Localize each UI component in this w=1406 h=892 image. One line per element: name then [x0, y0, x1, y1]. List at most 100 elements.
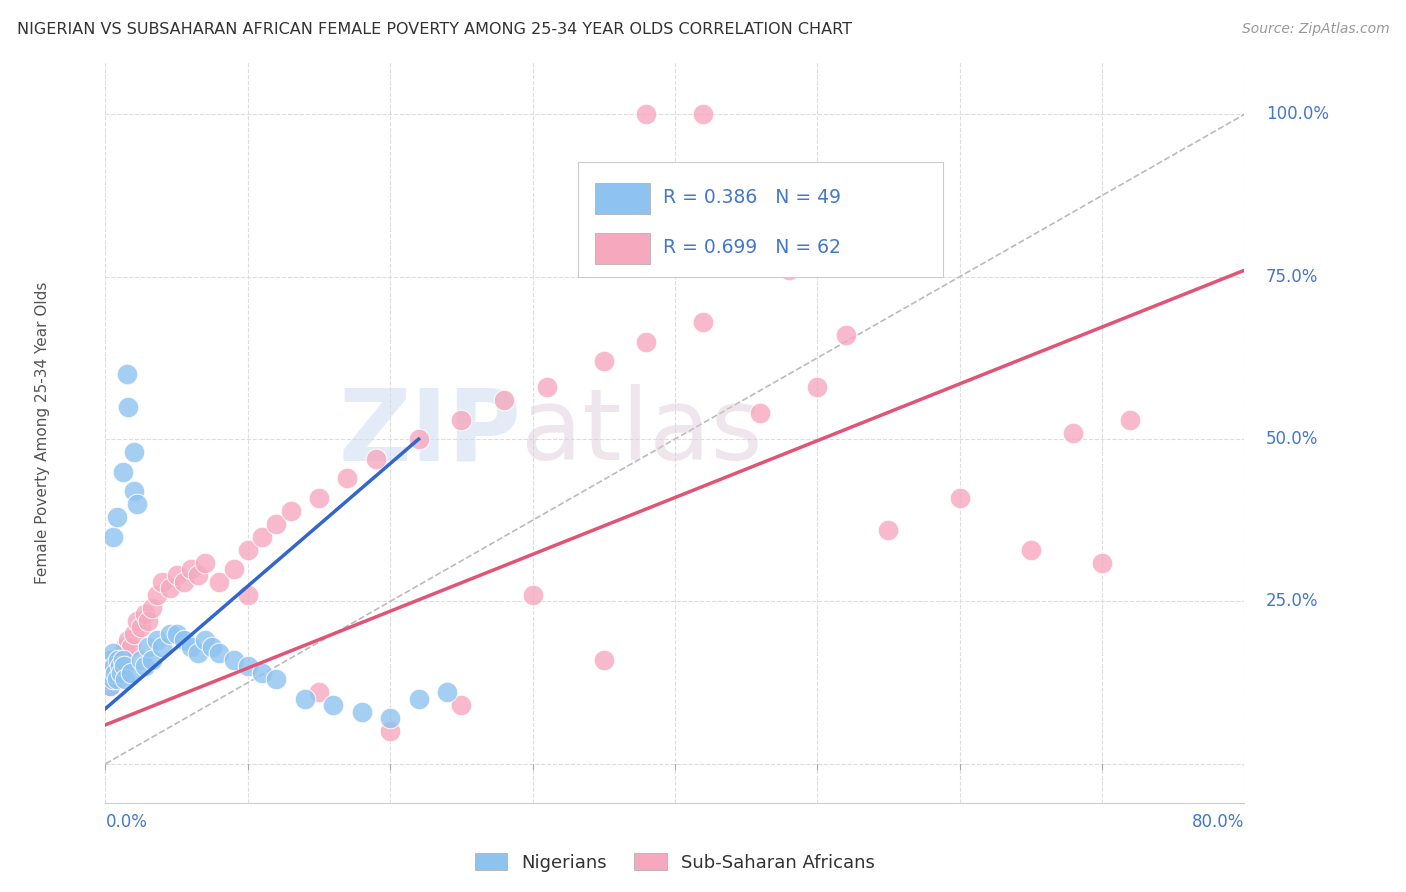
Point — [322, 698, 344, 713]
Text: 75.0%: 75.0% — [1265, 268, 1317, 285]
Point — [166, 568, 188, 582]
Point — [778, 263, 800, 277]
Point — [98, 679, 121, 693]
Point — [105, 510, 128, 524]
Point — [378, 724, 402, 739]
Point — [136, 614, 159, 628]
Point — [97, 659, 120, 673]
Point — [194, 556, 217, 570]
Text: NIGERIAN VS SUBSAHARAN AFRICAN FEMALE POVERTY AMONG 25-34 YEAR OLDS CORRELATION : NIGERIAN VS SUBSAHARAN AFRICAN FEMALE PO… — [17, 22, 852, 37]
Point — [250, 529, 273, 543]
Text: 0.0%: 0.0% — [105, 813, 148, 830]
Point — [408, 692, 430, 706]
Point — [173, 633, 195, 648]
Point — [152, 574, 174, 589]
Point — [98, 679, 121, 693]
Point — [129, 653, 152, 667]
Point — [806, 380, 828, 394]
Text: Female Poverty Among 25-34 Year Olds: Female Poverty Among 25-34 Year Olds — [35, 282, 51, 583]
Text: Source: ZipAtlas.com: Source: ZipAtlas.com — [1241, 22, 1389, 37]
Point — [592, 653, 614, 667]
Point — [125, 614, 148, 628]
Point — [692, 315, 714, 329]
Point — [114, 640, 136, 654]
Point — [103, 653, 125, 667]
Point — [111, 653, 134, 667]
Text: R = 0.386   N = 49: R = 0.386 N = 49 — [664, 188, 842, 208]
Point — [141, 653, 163, 667]
Point — [492, 393, 515, 408]
Point — [115, 367, 138, 381]
Point — [107, 653, 129, 667]
Point — [1119, 412, 1142, 426]
Point — [111, 465, 134, 479]
Point — [122, 484, 145, 499]
Point — [110, 665, 132, 680]
Point — [408, 432, 430, 446]
Point — [105, 659, 128, 673]
FancyBboxPatch shape — [595, 183, 650, 214]
Point — [120, 640, 142, 654]
Point — [159, 627, 181, 641]
Point — [117, 400, 139, 414]
Point — [749, 406, 772, 420]
Point — [104, 673, 127, 687]
Text: 100.0%: 100.0% — [1265, 105, 1329, 123]
Point — [107, 653, 129, 667]
Point — [136, 640, 159, 654]
Point — [835, 328, 858, 343]
Point — [108, 665, 131, 680]
Text: atlas: atlas — [522, 384, 763, 481]
Point — [194, 633, 217, 648]
Point — [180, 562, 202, 576]
Point — [450, 698, 472, 713]
Point — [101, 529, 124, 543]
Text: R = 0.699   N = 62: R = 0.699 N = 62 — [664, 238, 841, 257]
Point — [378, 711, 402, 725]
Point — [236, 659, 259, 673]
Text: 25.0%: 25.0% — [1265, 592, 1319, 610]
Point — [250, 665, 273, 680]
Point — [152, 640, 174, 654]
Point — [187, 647, 209, 661]
Point — [114, 673, 136, 687]
Point — [117, 633, 139, 648]
Point — [208, 647, 231, 661]
Point — [692, 107, 714, 121]
FancyBboxPatch shape — [578, 162, 942, 277]
Point — [97, 665, 120, 680]
Point — [134, 607, 156, 622]
Point — [145, 588, 167, 602]
Point — [166, 627, 188, 641]
Point — [236, 588, 259, 602]
Point — [536, 380, 558, 394]
Point — [636, 334, 658, 349]
Point — [159, 582, 181, 596]
Point — [308, 491, 330, 505]
Point — [101, 647, 124, 661]
Text: 50.0%: 50.0% — [1265, 430, 1317, 448]
Point — [364, 451, 387, 466]
Point — [122, 627, 145, 641]
Point — [201, 640, 224, 654]
Point — [236, 542, 259, 557]
Point — [145, 633, 167, 648]
Point — [96, 673, 118, 687]
Legend: Nigerians, Sub-Saharan Africans: Nigerians, Sub-Saharan Africans — [467, 847, 883, 879]
Point — [112, 659, 135, 673]
Point — [122, 445, 145, 459]
Point — [592, 354, 614, 368]
Point — [96, 673, 118, 687]
Point — [308, 685, 330, 699]
Point — [134, 659, 156, 673]
Point — [1091, 556, 1114, 570]
Point — [522, 588, 544, 602]
Point — [948, 491, 970, 505]
Point — [125, 497, 148, 511]
Point — [98, 653, 121, 667]
Point — [173, 574, 195, 589]
Point — [877, 523, 900, 537]
Point — [120, 665, 142, 680]
Point — [108, 659, 131, 673]
Point — [436, 685, 458, 699]
